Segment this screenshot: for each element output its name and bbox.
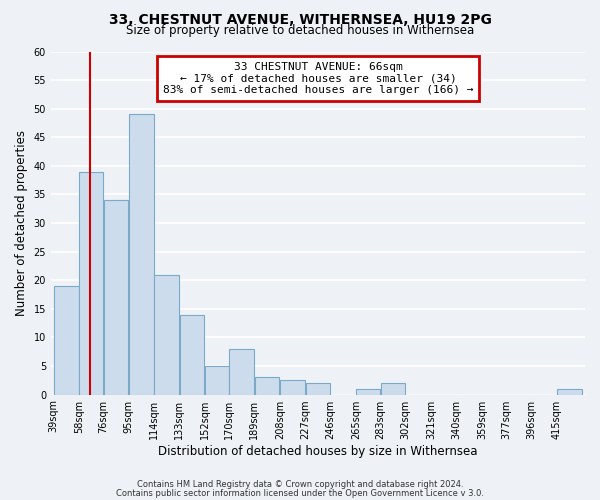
Bar [154, 274, 179, 394]
Bar [180, 314, 205, 394]
Text: Size of property relative to detached houses in Withernsea: Size of property relative to detached ho… [126, 24, 474, 37]
Y-axis label: Number of detached properties: Number of detached properties [15, 130, 28, 316]
Text: 33 CHESTNUT AVENUE: 66sqm
← 17% of detached houses are smaller (34)
83% of semi-: 33 CHESTNUT AVENUE: 66sqm ← 17% of detac… [163, 62, 473, 95]
Bar [79, 172, 103, 394]
X-axis label: Distribution of detached houses by size in Withernsea: Distribution of detached houses by size … [158, 444, 478, 458]
Text: Contains public sector information licensed under the Open Government Licence v : Contains public sector information licen… [116, 488, 484, 498]
Bar [129, 114, 154, 394]
Bar [557, 389, 582, 394]
Bar [280, 380, 305, 394]
Bar [229, 349, 254, 395]
Bar [305, 383, 330, 394]
Bar [205, 366, 229, 394]
Text: 33, CHESTNUT AVENUE, WITHERNSEA, HU19 2PG: 33, CHESTNUT AVENUE, WITHERNSEA, HU19 2P… [109, 12, 491, 26]
Bar [380, 383, 405, 394]
Bar [356, 389, 380, 394]
Bar [54, 286, 79, 395]
Text: Contains HM Land Registry data © Crown copyright and database right 2024.: Contains HM Land Registry data © Crown c… [137, 480, 463, 489]
Bar [255, 378, 280, 394]
Bar [104, 200, 128, 394]
